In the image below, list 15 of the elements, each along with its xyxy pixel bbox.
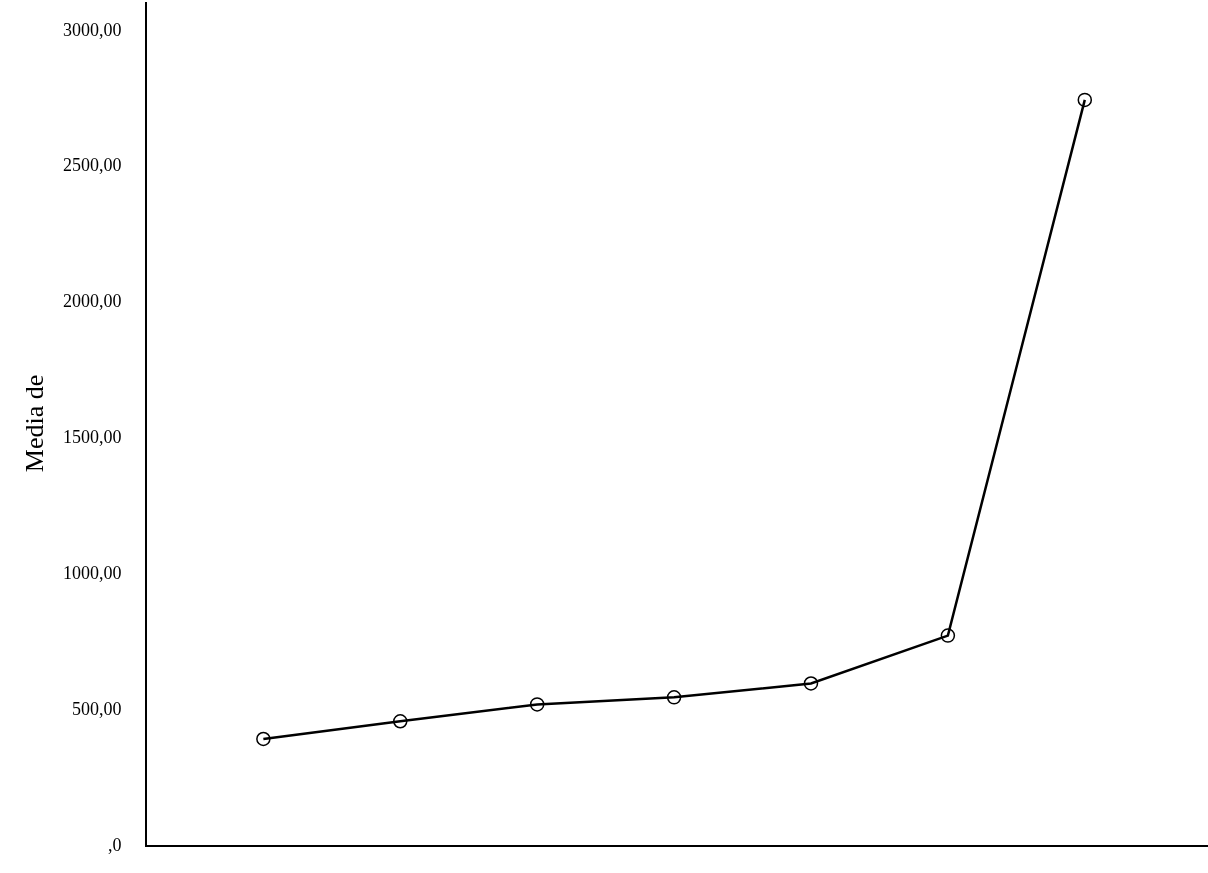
point <box>666 690 682 705</box>
y-tick-label: 500,00 <box>71 699 122 720</box>
point <box>803 676 819 691</box>
y-tick-label: 3000,00 <box>62 19 122 40</box>
y-tick-label: 2000,00 <box>62 291 122 312</box>
point <box>256 731 271 747</box>
point <box>940 628 956 643</box>
y-tick-label: ,0 <box>107 835 122 856</box>
point <box>393 714 408 729</box>
point <box>1077 92 1093 108</box>
point <box>529 697 545 712</box>
y-tick-label: 2500,00 <box>62 155 122 176</box>
y-tick-label: 1500,00 <box>62 427 122 448</box>
y-tick-label: 1000,00 <box>62 563 122 584</box>
y-axis-title: Media de <box>19 374 49 473</box>
